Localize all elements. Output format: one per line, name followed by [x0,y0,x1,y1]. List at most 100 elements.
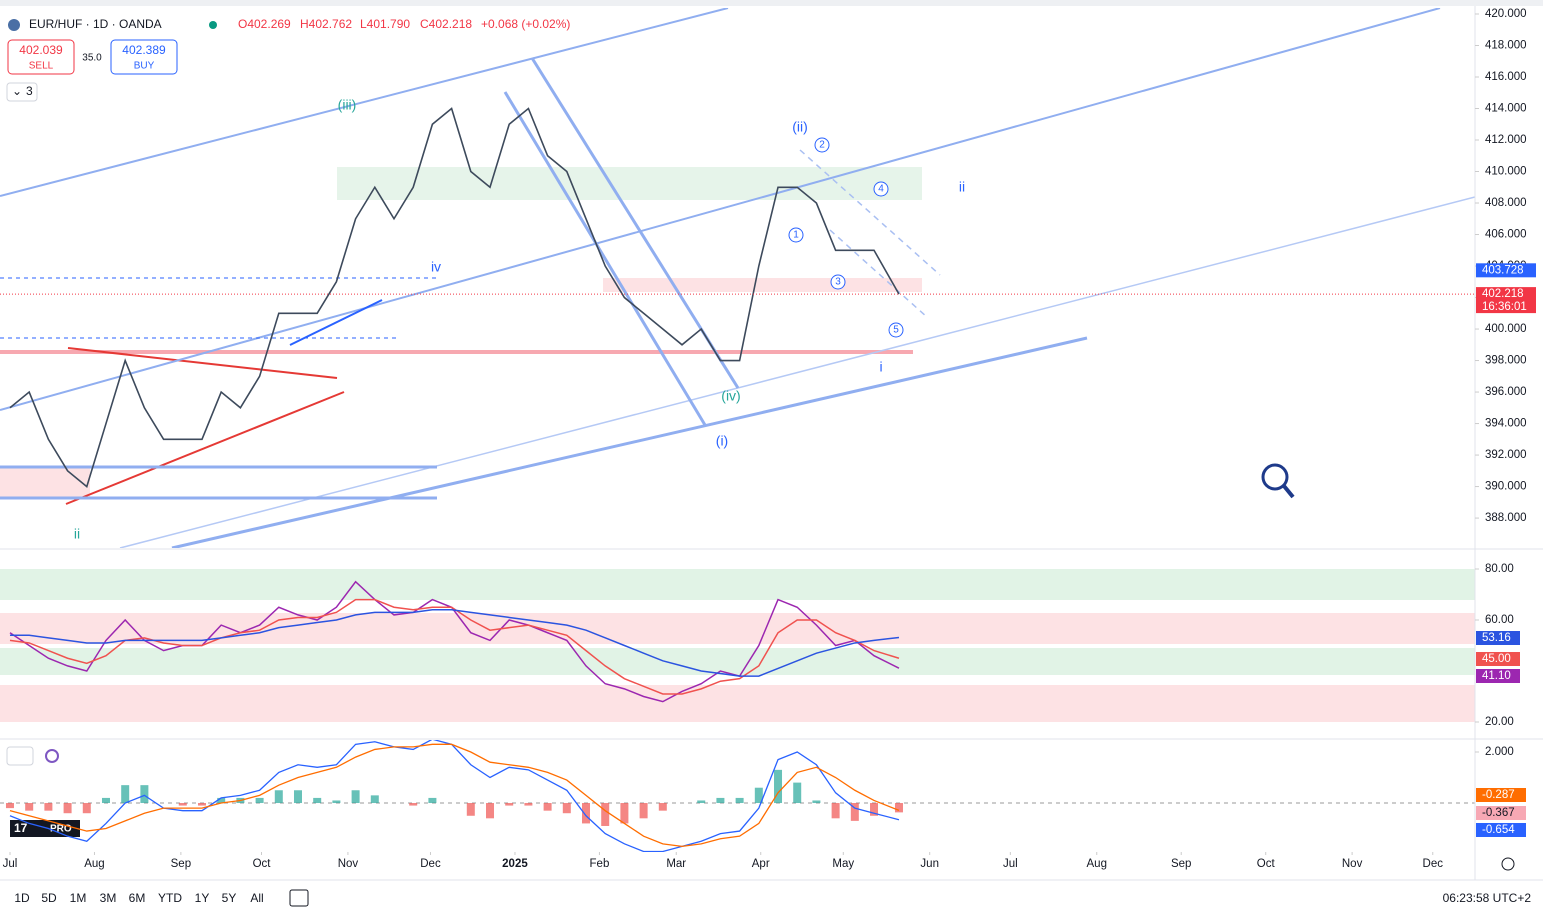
histogram-bar [428,797,437,804]
supply-zone [603,278,922,292]
histogram-bar [370,795,379,804]
histogram-bar [582,803,591,824]
histogram-bar [543,803,552,811]
indicator-line [9,743,900,848]
range-button[interactable]: 5Y [222,891,237,905]
level-label: 53.16 [1482,632,1511,644]
histogram-bar [140,785,149,804]
histogram-bar [735,797,744,804]
histogram-bar [332,800,341,804]
x-tick-label: Jul [3,858,18,870]
ohlc-close: C402.218 [420,17,472,31]
wave-label: ii [959,179,965,195]
wave-circle [788,227,804,243]
range-button[interactable]: 1M [70,891,87,905]
wave-label: 4 [878,184,884,195]
y-tick-label: 80.00 [1485,563,1514,575]
histogram-bar [486,803,495,819]
sell-button[interactable] [7,39,75,75]
y-tick-label: 398.000 [1485,355,1527,367]
clock[interactable]: 06:23:58 UTC+2 [1443,891,1532,905]
x-tick-label: Jun [920,858,939,870]
range-button[interactable]: 5D [41,891,57,905]
price-label: 403.728 [1482,264,1524,276]
wave-circle [888,322,904,338]
wave-label: ii [74,526,80,542]
histogram-bar [562,803,571,814]
svg-text:17: 17 [14,821,28,835]
y-tick-label: 406.000 [1485,229,1527,241]
level-label: -0.654 [1482,824,1515,836]
indicators-toggle[interactable] [6,82,38,102]
supply-zone [0,467,90,499]
x-tick-label: Nov [338,858,359,870]
plot [5,740,903,852]
drawings [0,8,1475,548]
histogram-bar [505,803,514,806]
level-label: 41.10 [1482,670,1511,682]
ohlc-low: L401.790 [360,17,410,31]
y-tick-label: 396.000 [1485,386,1527,398]
y-tick-label: 60.00 [1485,614,1514,626]
x-tick-label: Dec [420,858,441,870]
histogram-bar [754,787,763,804]
y-tick-label: 400.000 [1485,323,1527,335]
buy-price: 402.389 [122,43,166,57]
level-label-box [1476,806,1526,820]
trend-line [799,149,941,276]
range-button[interactable]: 6M [129,891,146,905]
buy-button[interactable] [110,39,178,75]
date-range-icon[interactable] [289,889,309,907]
rsi-zones [0,569,1475,722]
y-tick-label: 408.000 [1485,197,1527,209]
pane-toggle[interactable] [6,746,34,766]
histogram-bar [274,790,283,804]
y-tick-label: 418.000 [1485,40,1527,52]
histogram-bar [870,803,879,816]
zone [0,685,1475,722]
range-button[interactable]: 1Y [195,891,210,905]
histogram-bar [831,803,840,819]
wave-label: iv [431,259,441,275]
magnifier-icon[interactable] [1261,463,1295,499]
range-button[interactable]: YTD [158,891,182,905]
range-button[interactable]: 3M [100,891,117,905]
x-tick-label: Sep [1171,858,1191,870]
logo: 17 PRO [10,820,80,837]
status-dot [209,21,217,29]
y-tick-label: 416.000 [1485,71,1527,83]
y-tick-label: 20.00 [1485,716,1514,728]
sell-label: SELL [29,61,54,72]
channel-line [119,196,1475,548]
level-label-box [1476,631,1520,645]
level-label: -0.367 [1482,807,1515,819]
histogram-bar [63,803,72,814]
range-button[interactable]: 1D [14,891,30,905]
ohlc-high: H402.762 [300,17,352,31]
trend-line [65,391,345,505]
level-label-box [1476,669,1520,683]
wave-label: (iii) [338,97,357,113]
y-tick-label: 410.000 [1485,166,1527,178]
level-label-box [1476,652,1520,666]
histogram-bar [774,769,783,804]
sync-icon[interactable] [45,749,59,763]
x-tick-label: Mar [666,858,686,870]
trend-line [829,229,929,319]
histogram-bar [524,803,533,806]
zone [0,569,1475,600]
x-tick-label: May [832,858,854,870]
plot [9,107,900,488]
symbol[interactable]: EUR/HUF · 1D · OANDA [29,17,162,31]
x-tick-label: Oct [253,858,272,870]
x-tick-label: Apr [752,858,770,870]
x-tick-label: Dec [1423,858,1444,870]
level-label: -0.287 [1482,789,1515,801]
y-tick-label: 390.000 [1485,481,1527,493]
range-button[interactable]: All [250,891,263,905]
histogram-bar [620,803,629,824]
settings-icon[interactable] [1501,857,1515,871]
x-tick-label: Nov [1342,858,1363,870]
spread: 35.0 [82,53,102,64]
wave-label: 1 [793,230,799,241]
